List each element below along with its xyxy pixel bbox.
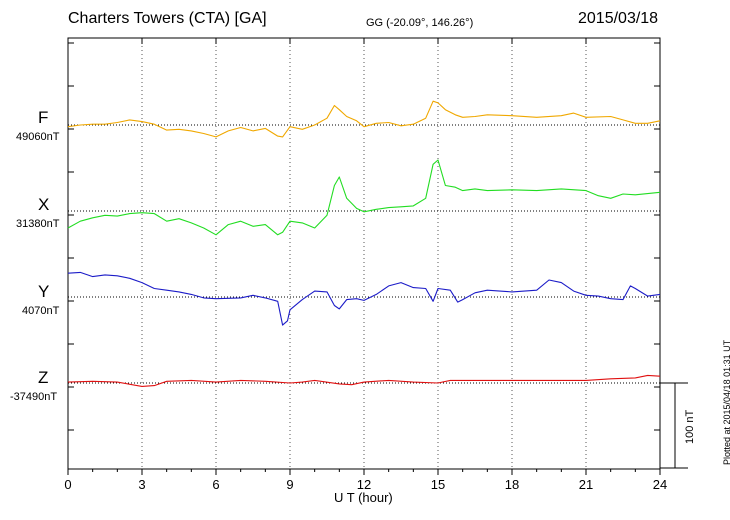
chart-date: 2015/03/18: [578, 10, 659, 27]
x-tick-label: 21: [579, 477, 593, 492]
x-tick-label: 0: [64, 477, 71, 492]
series-line-x: [67, 159, 661, 236]
series-baseline-f: 49060nT: [16, 131, 60, 143]
station-coordinates: GG (-20.09°, 146.26°): [366, 17, 474, 29]
series-label-y: Y: [38, 282, 50, 301]
series-baseline-y: 4070nT: [22, 305, 60, 317]
x-tick-label: 3: [138, 477, 145, 492]
series-baseline-z: -37490nT: [10, 391, 58, 403]
x-tick-label: 18: [505, 477, 519, 492]
x-tick-label: 6: [212, 477, 219, 492]
series-line-y: [67, 271, 661, 326]
series-label-z: Z: [38, 368, 49, 387]
x-tick-label: 24: [653, 477, 667, 492]
series-label-f: F: [38, 108, 49, 127]
plotted-timestamp: Plotted at 2015/04/18 01:31 UT: [722, 339, 730, 465]
x-tick-label: 9: [286, 477, 293, 492]
series-line-f: [67, 100, 661, 138]
chart-title: Charters Towers (CTA) [GA]: [68, 10, 267, 27]
x-axis-label: U T (hour): [334, 490, 393, 505]
x-tick-label: 15: [431, 477, 445, 492]
scale-bar-label: 100 nT: [684, 409, 696, 444]
series-line-z: [67, 374, 661, 387]
x-tick-label: 12: [357, 477, 371, 492]
series-baseline-x: 31380nT: [16, 218, 60, 230]
series-label-x: X: [38, 195, 50, 214]
